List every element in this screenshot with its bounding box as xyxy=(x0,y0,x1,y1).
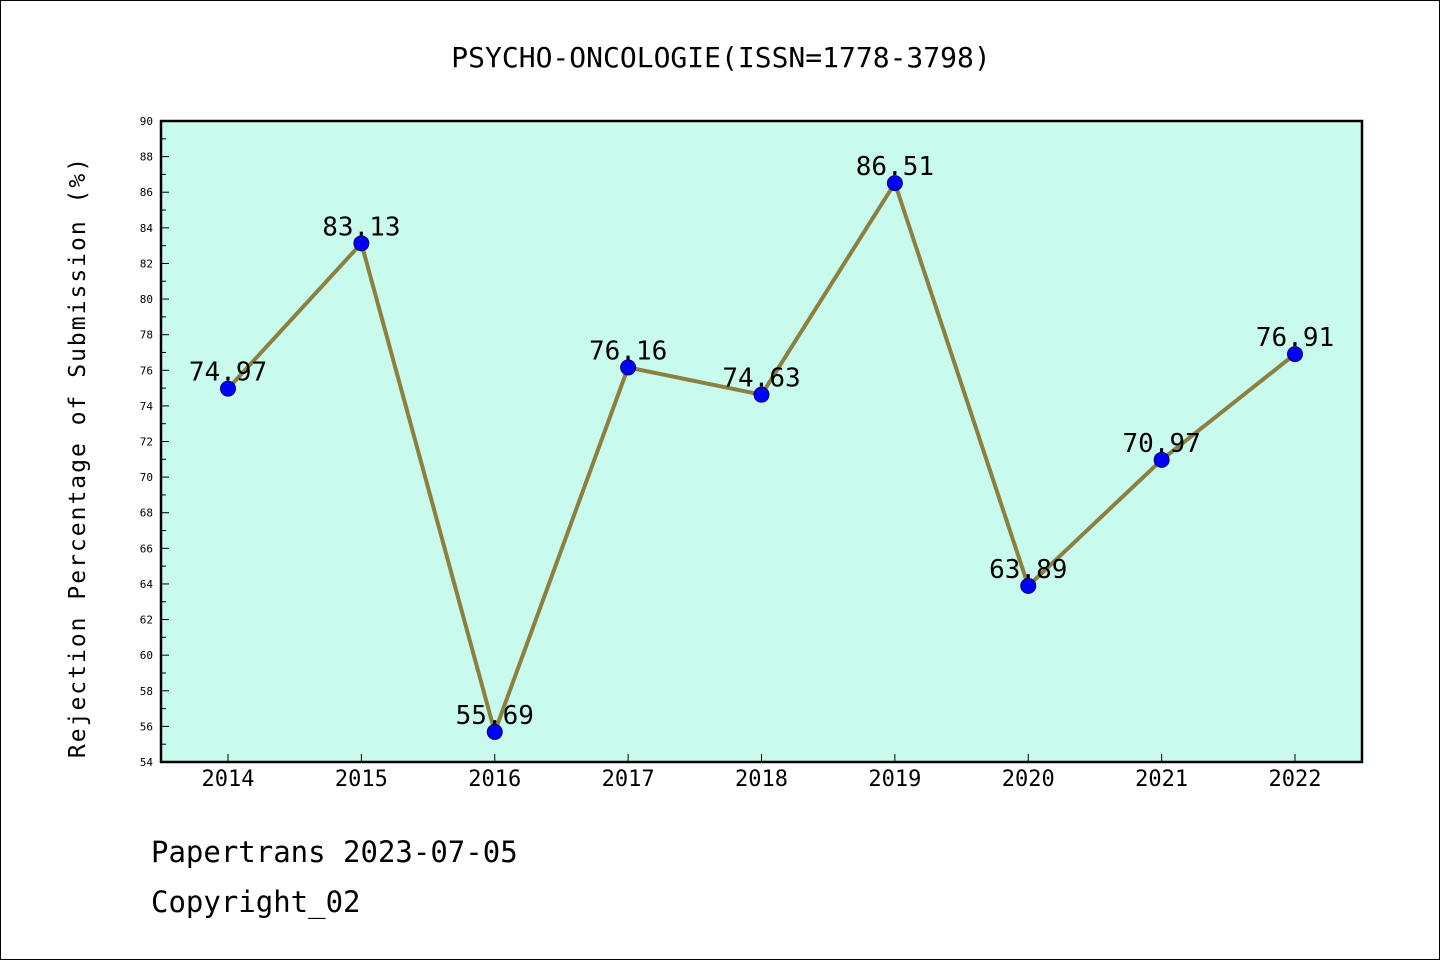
data-label: 76.91 xyxy=(1256,323,1334,353)
y-tick-label: 70 xyxy=(140,471,153,484)
data-label: 86.51 xyxy=(856,152,934,182)
y-tick-label: 90 xyxy=(140,115,153,128)
data-label: 76.16 xyxy=(589,336,667,366)
plot-area xyxy=(161,121,1362,762)
footer-date: Papertrans 2023-07-05 xyxy=(151,835,518,869)
y-tick-label: 74 xyxy=(140,400,154,413)
footer-copyright: Copyright_02 xyxy=(151,885,361,919)
data-label: 74.63 xyxy=(722,364,800,394)
y-tick-label: 68 xyxy=(140,507,153,520)
x-tick-label: 2020 xyxy=(1002,767,1055,792)
y-tick-label: 88 xyxy=(140,151,153,164)
y-tick-label: 60 xyxy=(140,649,153,662)
data-label: 83.13 xyxy=(322,212,400,242)
y-tick-label: 82 xyxy=(140,257,153,270)
y-tick-label: 54 xyxy=(140,756,154,769)
x-tick-label: 2021 xyxy=(1135,767,1188,792)
data-point xyxy=(1153,451,1170,468)
x-tick-label: 2015 xyxy=(335,767,388,792)
x-tick-label: 2014 xyxy=(202,767,255,792)
x-tick-label: 2016 xyxy=(468,767,521,792)
data-point xyxy=(1287,346,1303,363)
y-tick-label: 62 xyxy=(140,614,153,627)
y-tick-label: 56 xyxy=(140,720,153,733)
data-point xyxy=(620,359,637,376)
y-axis-label: Rejection Percentage of Submission (%) xyxy=(65,156,91,758)
y-tick-label: 66 xyxy=(140,542,153,555)
x-tick-label: 2019 xyxy=(868,767,921,792)
y-tick-label: 58 xyxy=(140,685,153,698)
chart-title: PSYCHO-ONCOLOGIE(ISSN=1778-3798) xyxy=(451,41,990,74)
data-point xyxy=(353,235,370,252)
data-point xyxy=(1020,577,1037,594)
data-point xyxy=(486,723,503,740)
y-tick-label: 78 xyxy=(140,329,153,342)
x-tick-label: 2018 xyxy=(735,767,788,792)
x-tick-label: 2017 xyxy=(602,767,655,792)
y-tick-label: 76 xyxy=(140,364,153,377)
y-tick-label: 64 xyxy=(140,578,154,591)
x-axis-ticks: 2014 2015 2016 2017 2018 2019 2020 2021 2022 xyxy=(202,754,1322,792)
y-axis-ticks: 54 56 58 60 62 64 66 68 70 72 74 76 78 80 82 84 86 88 90 xyxy=(140,115,169,769)
data-label: 55.69 xyxy=(456,701,534,731)
plot-border xyxy=(159,119,1364,764)
data-point xyxy=(753,386,770,403)
y-tick-label: 72 xyxy=(140,436,153,449)
series-group: 74.97 83.13 55.69 76.16 74.63 86.51 63.89 70.97… xyxy=(189,152,1334,740)
data-label: 70.97 xyxy=(1122,429,1200,459)
y-tick-label: 80 xyxy=(140,293,153,306)
data-point xyxy=(220,380,236,397)
y-tick-label: 84 xyxy=(140,222,154,235)
data-label: 63.89 xyxy=(989,555,1067,585)
x-tick-label: 2022 xyxy=(1269,767,1322,792)
data-label: 74.97 xyxy=(189,358,267,388)
y-tick-label: 86 xyxy=(140,186,153,199)
data-point xyxy=(886,175,903,192)
